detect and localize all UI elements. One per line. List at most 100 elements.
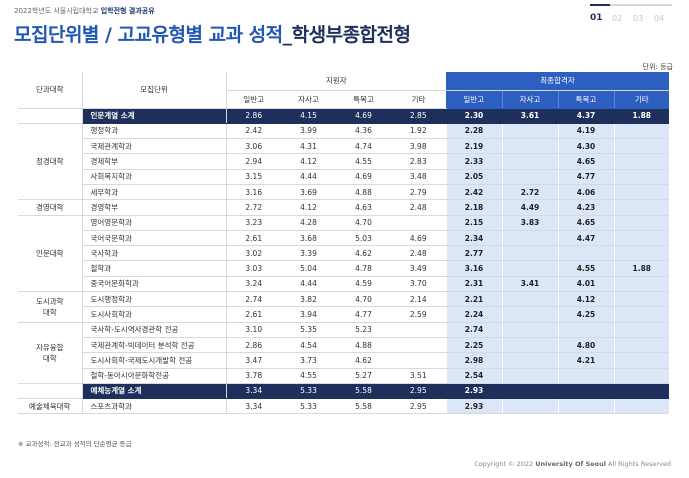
final-value-cell: 4.19 bbox=[557, 123, 615, 140]
final-value-cell: 2.74 bbox=[445, 322, 503, 338]
final-value-cell: 3.61 bbox=[501, 108, 559, 124]
table-row: 철학과 3.03 5.04 4.78 3.49 3.16 4.55 1.88 bbox=[18, 260, 670, 277]
college-cell: 자유융합 대학 bbox=[18, 322, 83, 384]
final-value-cell bbox=[613, 352, 670, 369]
final-value-cell bbox=[613, 398, 670, 415]
page-number-1[interactable]: 01 bbox=[590, 13, 603, 23]
final-value-cell bbox=[501, 322, 559, 338]
final-value-cell bbox=[501, 260, 559, 277]
final-subcol-0: 일반고 bbox=[446, 90, 503, 109]
dept-cell: 국제관계학-빅데이터 분석학 전공 bbox=[82, 337, 226, 354]
applicant-value-cell: 3.02 bbox=[225, 245, 281, 262]
applicant-value-cell: 4.28 bbox=[281, 215, 336, 231]
final-value-cell bbox=[501, 138, 559, 155]
applicant-value-cell: 4.59 bbox=[336, 276, 391, 293]
final-value-cell: 4.12 bbox=[557, 291, 615, 308]
applicant-value-cell: 3.68 bbox=[281, 230, 336, 247]
applicant-value-cell: 5.27 bbox=[336, 368, 391, 384]
final-value-cell bbox=[501, 337, 559, 354]
page-number-3[interactable]: 03 bbox=[633, 14, 644, 23]
unit-label: 단위: 등급 bbox=[642, 63, 673, 71]
table-row: 국어국문학과 2.61 3.68 5.03 4.69 2.34 4.47 bbox=[18, 230, 670, 247]
final-value-cell bbox=[613, 368, 670, 384]
table-row: 예술체육대학 스포츠과학과 3.34 5.33 5.58 2.95 2.93 bbox=[18, 398, 670, 415]
applicant-value-cell: 2.42 bbox=[225, 123, 281, 140]
blank-cell bbox=[18, 383, 83, 400]
table-row: 중국어문화학과 3.24 4.44 4.59 3.70 2.31 3.41 4.01 bbox=[18, 276, 670, 293]
table-row: 경영대학 경영학부 2.72 4.12 4.63 2.48 2.18 4.49 4.23 bbox=[18, 199, 670, 216]
final-value-cell bbox=[501, 153, 559, 170]
page-indicator: 01 02 03 04 bbox=[590, 4, 680, 28]
applicant-value-cell: 3.15 bbox=[225, 169, 281, 185]
final-value-cell bbox=[613, 184, 670, 201]
college-cell: 도시과학 대학 bbox=[18, 291, 83, 323]
applicant-value-cell: 2.14 bbox=[391, 291, 447, 308]
applicant-subcol-1: 자사고 bbox=[281, 90, 336, 109]
applicant-value-cell: 4.55 bbox=[336, 153, 391, 170]
subtotal-row: 인문계열 소계 2.86 4.15 4.69 2.85 2.30 3.61 4.37 1.88 bbox=[18, 108, 670, 124]
applicant-value-cell: 4.55 bbox=[281, 368, 336, 384]
final-value-cell: 2.19 bbox=[445, 138, 503, 155]
final-value-cell bbox=[557, 245, 615, 262]
page-number-2[interactable]: 02 bbox=[612, 14, 623, 23]
table-row: 경제학부 2.94 4.12 4.55 2.83 2.33 4.65 bbox=[18, 153, 670, 170]
dept-cell: 철학과 bbox=[82, 260, 226, 277]
final-value-cell bbox=[501, 230, 559, 247]
final-value-cell bbox=[557, 383, 615, 400]
applicant-value-cell: 3.48 bbox=[391, 169, 447, 185]
final-value-cell: 2.93 bbox=[445, 383, 503, 400]
final-value-cell bbox=[613, 306, 670, 323]
dept-cell: 중국어문화학과 bbox=[82, 276, 226, 293]
applicant-value-cell: 4.44 bbox=[281, 276, 336, 293]
applicant-value-cell: 3.39 bbox=[281, 245, 336, 262]
applicant-value-cell: 3.98 bbox=[391, 138, 447, 155]
page-indicator-active bbox=[590, 4, 610, 6]
table-row: 인문대학 영어영문학과 3.23 4.28 4.70 2.15 3.83 4.65 bbox=[18, 215, 670, 293]
final-value-cell bbox=[613, 169, 670, 185]
subtotal-row: 예체능계열 소계 3.34 5.33 5.58 2.95 2.93 bbox=[18, 383, 670, 400]
applicant-value-cell: 3.51 bbox=[391, 368, 447, 384]
applicant-value-cell: 2.83 bbox=[391, 153, 447, 170]
final-value-cell bbox=[613, 291, 670, 308]
final-value-cell: 4.37 bbox=[557, 108, 615, 124]
final-value-cell: 4.65 bbox=[557, 153, 615, 170]
table-row: 국제관계학-빅데이터 분석학 전공 2.86 4.54 4.88 2.25 4.80 bbox=[18, 337, 670, 354]
final-subcol-1: 자사고 bbox=[501, 90, 559, 109]
final-value-cell: 2.42 bbox=[445, 184, 503, 201]
final-value-cell bbox=[557, 322, 615, 338]
applicant-value-cell: 5.33 bbox=[281, 398, 336, 415]
applicant-value-cell: 2.95 bbox=[391, 383, 447, 400]
final-value-cell bbox=[501, 306, 559, 323]
copyright-bold: University Of Seoul bbox=[535, 460, 606, 468]
header-college: 단과대학 bbox=[18, 72, 82, 109]
applicant-value-cell: 3.47 bbox=[225, 352, 281, 369]
final-value-cell bbox=[501, 123, 559, 140]
final-value-cell: 4.30 bbox=[557, 138, 615, 155]
header-subtitle: 2022학년도 서울시립대학교 입학전형 결과공유 bbox=[14, 6, 155, 16]
applicant-value-cell: 4.69 bbox=[336, 108, 391, 124]
applicant-value-cell: 5.35 bbox=[281, 322, 336, 338]
applicant-value-cell: 2.72 bbox=[225, 199, 281, 216]
dept-cell: 국제관계학과 bbox=[82, 138, 226, 155]
final-value-cell bbox=[501, 383, 559, 400]
applicant-value-cell: 2.61 bbox=[225, 230, 281, 247]
applicant-value-cell: 3.10 bbox=[225, 322, 281, 338]
final-value-cell bbox=[501, 291, 559, 308]
final-value-cell bbox=[613, 276, 670, 293]
applicant-value-cell: 4.15 bbox=[281, 108, 336, 124]
applicant-subcol-2: 특목고 bbox=[336, 90, 391, 109]
applicant-value-cell: 2.94 bbox=[225, 153, 281, 170]
applicant-value-cell: 2.59 bbox=[391, 306, 447, 323]
table-row: 도시사회학과 2.61 3.94 4.77 2.59 2.24 4.25 bbox=[18, 306, 670, 323]
final-value-cell: 2.72 bbox=[501, 184, 559, 201]
page-number-4[interactable]: 04 bbox=[654, 14, 665, 23]
applicant-value-cell: 3.70 bbox=[391, 276, 447, 293]
final-value-cell: 2.28 bbox=[445, 123, 503, 140]
dept-cell: 경영학부 bbox=[82, 199, 226, 216]
copyright-prefix: Copyright © 2022 bbox=[474, 460, 534, 468]
table-row: 정경대학 행정학과 2.42 3.99 4.36 1.92 2.28 4.19 bbox=[18, 123, 670, 201]
final-value-cell bbox=[501, 245, 559, 262]
page-title: 모집단위별 / 고교유형별 교과 성적_학생부종합전형 bbox=[14, 20, 411, 47]
final-value-cell: 2.93 bbox=[445, 398, 503, 415]
applicant-value-cell: 2.86 bbox=[225, 108, 281, 124]
